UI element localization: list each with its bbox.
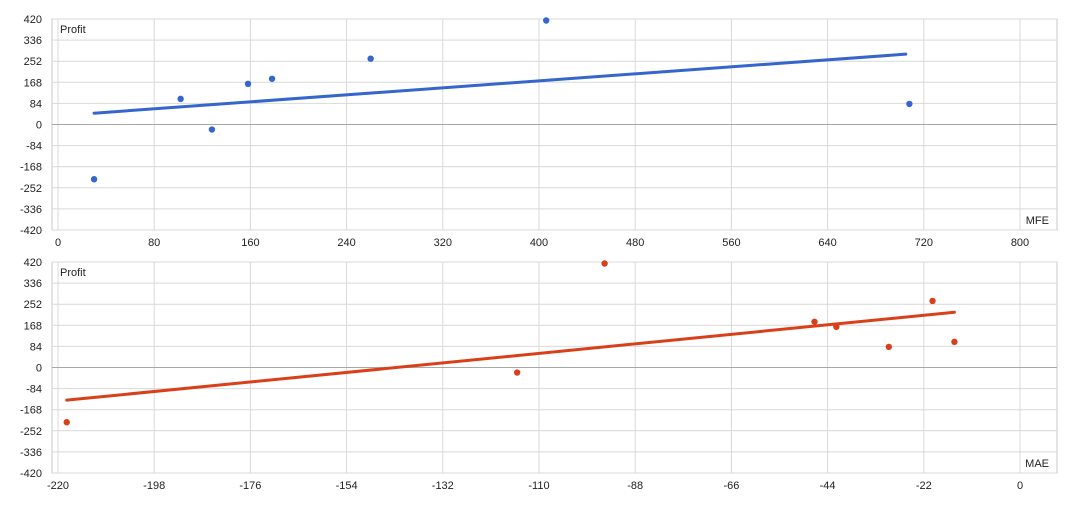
y-tick-label: 336 [24,278,42,290]
y-tick-label: -336 [20,204,42,216]
x-axis-title: MAE [1025,458,1049,470]
y-tick-label: -252 [20,183,42,195]
y-tick-label: -84 [26,384,42,396]
data-point [244,80,252,88]
y-tick-label: -420 [20,225,42,237]
trendline [92,52,908,115]
y-tick-label: -252 [20,426,42,438]
data-point [63,419,70,426]
x-tick-label: -22 [916,480,932,492]
y-tick-label: -168 [20,405,42,417]
y-tick-label: -420 [20,468,42,480]
y-tick-label: 420 [24,257,42,269]
x-tick-label: 160 [241,237,259,249]
data-point [811,318,818,325]
y-tick-label: -84 [26,141,42,153]
y-axis-title: Profit [60,267,86,279]
data-point [208,126,216,133]
data-point [177,95,184,103]
data-point [906,100,913,108]
data-point [268,75,276,82]
x-tick-label: 0 [55,237,61,249]
y-tick-label: 336 [24,35,42,47]
x-tick-label: -88 [627,480,643,492]
y-tick-label: 84 [30,98,42,110]
data-point [90,176,98,183]
x-tick-label: 800 [1011,237,1029,249]
y-tick-label: 84 [30,341,42,353]
data-point [601,260,608,267]
data-point [513,369,521,376]
x-tick-label: -44 [820,480,836,492]
x-tick-label: -220 [47,480,69,492]
y-tick-label: -336 [20,447,42,459]
x-tick-label: 640 [818,237,836,249]
data-point [951,338,958,346]
x-tick-label: -66 [723,480,739,492]
y-tick-label: 252 [24,56,42,68]
x-tick-label: -110 [528,480,549,492]
y-tick-label: 168 [24,320,42,332]
y-axis-title: Profit [60,24,86,36]
trendline [65,310,956,402]
x-tick-label: 320 [434,237,452,249]
x-tick-label: 400 [530,237,548,249]
x-tick-label: -198 [143,480,165,492]
y-tick-label: 0 [36,363,42,375]
x-tick-label: -176 [239,480,261,492]
data-point [833,323,840,331]
y-tick-label: 420 [24,14,42,26]
x-tick-label: 0 [1017,480,1023,492]
y-tick-label: 0 [36,120,42,132]
y-tick-label: 252 [24,299,42,311]
x-tick-label: 560 [722,237,740,249]
chart-panel-1: -420 -336 -252 -168 -84 0 84 168 252 336 420 0 80 160… [20,14,1058,249]
y-tick-label: -168 [20,162,42,174]
data-point [885,343,893,351]
x-axis-title: MFE [1026,215,1049,227]
y-tick-label: 168 [24,77,42,89]
data-point [543,17,550,24]
x-tick-label: -132 [432,480,454,492]
x-tick-label: 240 [337,237,355,249]
x-tick-label: 720 [915,237,933,249]
data-point [929,297,936,305]
x-tick-label: 80 [148,237,160,249]
data-point [367,55,374,62]
x-tick-label: 480 [626,237,644,249]
x-tick-label: -154 [336,480,358,492]
